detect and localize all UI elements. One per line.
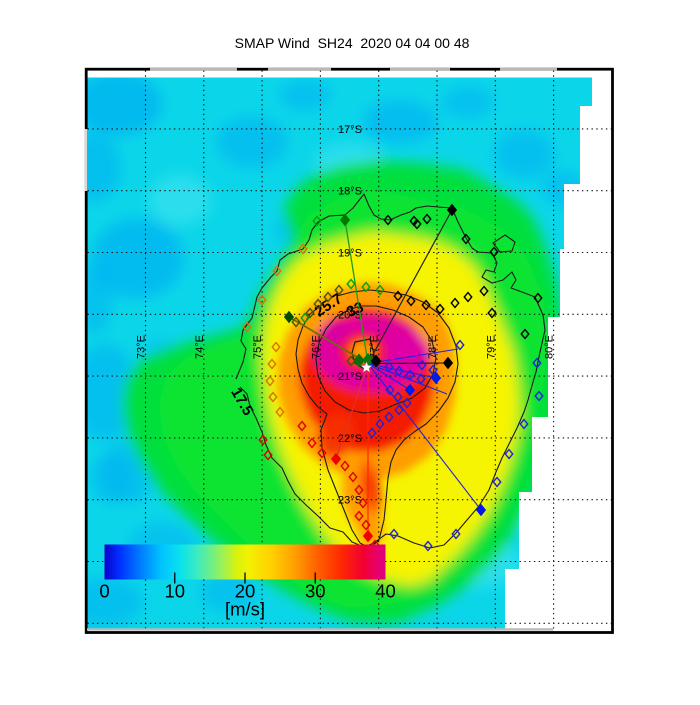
svg-text:SMAP Wind SH24 2020 04 04 00: SMAP Wind SH24 2020 04 04 00 48 xyxy=(235,35,470,51)
svg-text:40: 40 xyxy=(375,581,396,602)
svg-text:0: 0 xyxy=(99,581,109,602)
svg-text:20°S: 20°S xyxy=(338,309,362,321)
svg-text:[m/s]: [m/s] xyxy=(225,599,265,620)
svg-text:74°E: 74°E xyxy=(194,335,206,359)
svg-text:80°E: 80°E xyxy=(544,335,556,359)
svg-text:10: 10 xyxy=(164,581,185,602)
svg-text:23°S: 23°S xyxy=(338,495,362,507)
svg-text:17°S: 17°S xyxy=(338,124,362,136)
svg-text:18°S: 18°S xyxy=(338,186,362,198)
svg-text:79°E: 79°E xyxy=(485,335,497,359)
svg-text:30: 30 xyxy=(305,581,326,602)
svg-text:20: 20 xyxy=(235,581,256,602)
svg-text:77°E: 77°E xyxy=(369,335,381,359)
svg-text:73°E: 73°E xyxy=(136,335,148,359)
svg-text:75°E: 75°E xyxy=(252,335,264,359)
svg-text:76°E: 76°E xyxy=(310,335,322,359)
svg-text:21°S: 21°S xyxy=(338,371,362,383)
svg-text:78°E: 78°E xyxy=(427,335,439,359)
